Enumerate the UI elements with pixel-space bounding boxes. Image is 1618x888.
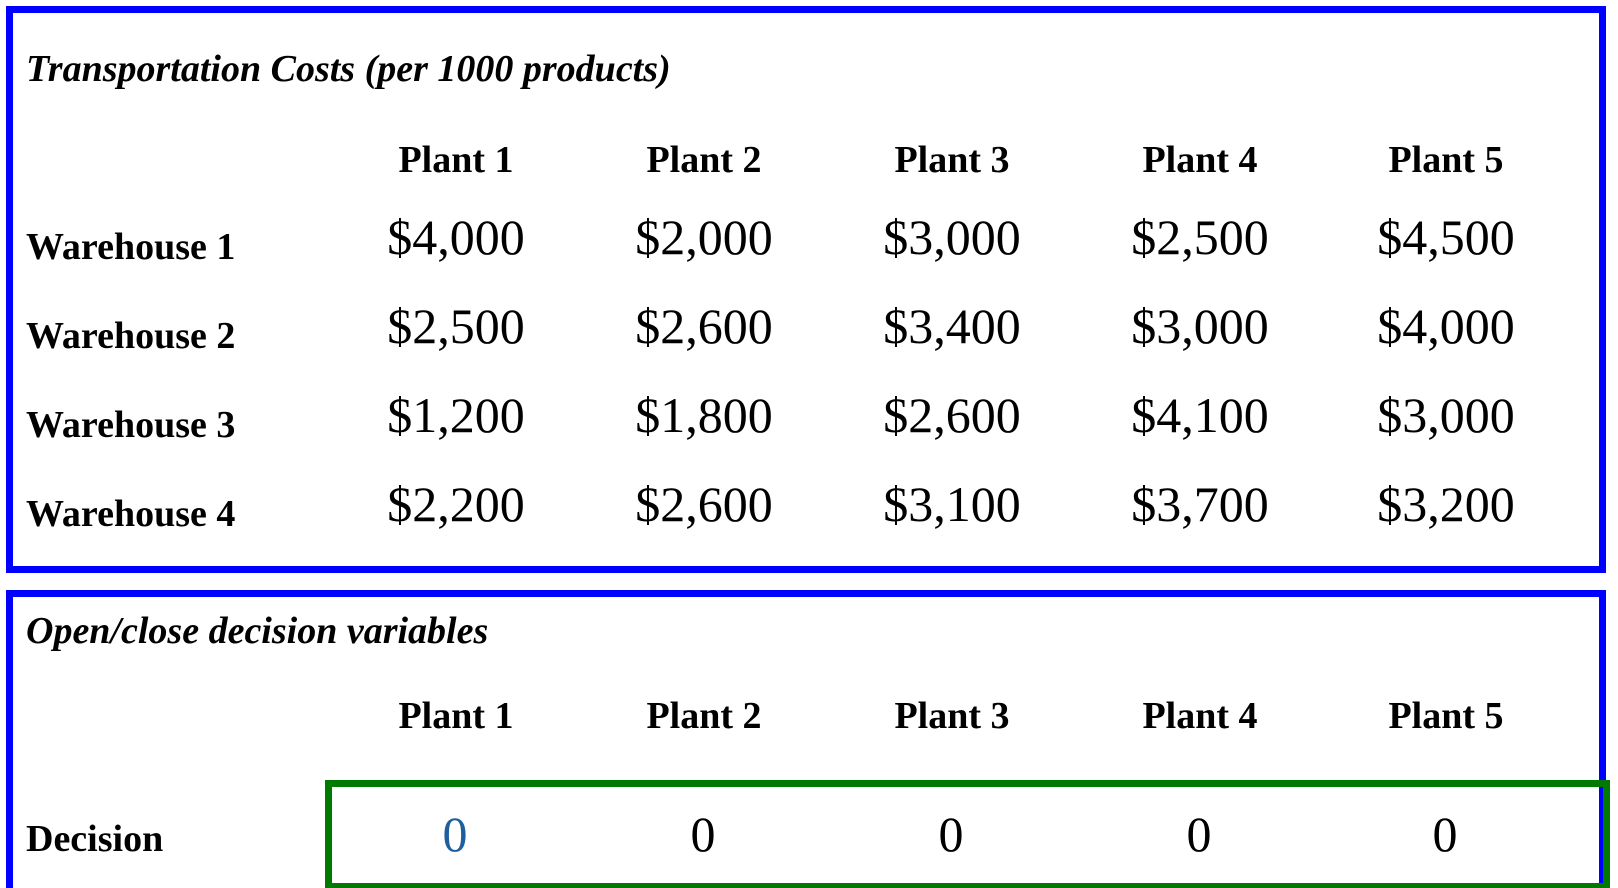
cost-cell-w3-p5[interactable]: $3,000 xyxy=(1377,387,1515,443)
decision-cell-plant-5[interactable]: 0 xyxy=(1432,806,1458,862)
row-label-warehouse-2: Warehouse 2 xyxy=(26,315,236,357)
row-label-warehouse-1: Warehouse 1 xyxy=(26,226,236,268)
cost-cell-w4-p4[interactable]: $3,700 xyxy=(1131,476,1269,532)
costs-row-warehouse-4: Warehouse 4 $2,200 $2,600 $3,100 $3,700 … xyxy=(13,470,1599,560)
cost-cell-w1-p3[interactable]: $3,000 xyxy=(883,209,1021,265)
decision-variables-panel: Open/close decision variables Plant 1 Pl… xyxy=(6,590,1606,888)
cost-cell-w4-p5[interactable]: $3,200 xyxy=(1377,476,1515,532)
cost-cell-w1-p4[interactable]: $2,500 xyxy=(1131,209,1269,265)
cost-cell-w1-p2[interactable]: $2,000 xyxy=(635,209,773,265)
decision-variables-title: Open/close decision variables xyxy=(26,610,489,652)
cost-cell-w4-p1[interactable]: $2,200 xyxy=(387,476,525,532)
row-label-decision: Decision xyxy=(26,818,164,860)
decision-cell-plant-3[interactable]: 0 xyxy=(938,806,964,862)
decision-input-range[interactable]: 0 0 0 0 0 xyxy=(325,780,1610,888)
decision-col-header-plant-4: Plant 4 xyxy=(1142,695,1258,737)
costs-col-header-plant-4: Plant 4 xyxy=(1142,139,1258,181)
decision-col-header-plant-5: Plant 5 xyxy=(1388,695,1504,737)
decision-cell-plant-4[interactable]: 0 xyxy=(1186,806,1212,862)
row-label-warehouse-4: Warehouse 4 xyxy=(26,493,236,535)
cost-cell-w1-p5[interactable]: $4,500 xyxy=(1377,209,1515,265)
decision-col-header-plant-3: Plant 3 xyxy=(894,695,1010,737)
cost-cell-w1-p1[interactable]: $4,000 xyxy=(387,209,525,265)
cost-cell-w3-p4[interactable]: $4,100 xyxy=(1131,387,1269,443)
costs-row-warehouse-1: Warehouse 1 $4,000 $2,000 $3,000 $2,500 … xyxy=(13,203,1599,293)
costs-col-header-plant-3: Plant 3 xyxy=(894,139,1010,181)
costs-row-warehouse-2: Warehouse 2 $2,500 $2,600 $3,400 $3,000 … xyxy=(13,292,1599,382)
decision-col-header-plant-2: Plant 2 xyxy=(646,695,762,737)
cost-cell-w2-p4[interactable]: $3,000 xyxy=(1131,298,1269,354)
decision-cell-plant-1[interactable]: 0 xyxy=(442,806,468,862)
transportation-costs-panel: Transportation Costs (per 1000 products)… xyxy=(6,6,1606,573)
cost-cell-w3-p1[interactable]: $1,200 xyxy=(387,387,525,443)
costs-col-header-plant-1: Plant 1 xyxy=(398,139,514,181)
decision-col-header-plant-1: Plant 1 xyxy=(398,695,514,737)
cost-cell-w2-p5[interactable]: $4,000 xyxy=(1377,298,1515,354)
cost-cell-w2-p2[interactable]: $2,600 xyxy=(635,298,773,354)
cost-cell-w2-p3[interactable]: $3,400 xyxy=(883,298,1021,354)
row-label-warehouse-3: Warehouse 3 xyxy=(26,404,236,446)
cost-cell-w4-p3[interactable]: $3,100 xyxy=(883,476,1021,532)
costs-col-header-plant-2: Plant 2 xyxy=(646,139,762,181)
costs-row-warehouse-3: Warehouse 3 $1,200 $1,800 $2,600 $4,100 … xyxy=(13,381,1599,471)
cost-cell-w4-p2[interactable]: $2,600 xyxy=(635,476,773,532)
costs-col-header-plant-5: Plant 5 xyxy=(1388,139,1504,181)
cost-cell-w3-p3[interactable]: $2,600 xyxy=(883,387,1021,443)
transportation-costs-title: Transportation Costs (per 1000 products) xyxy=(26,48,671,90)
cost-cell-w3-p2[interactable]: $1,800 xyxy=(635,387,773,443)
cost-cell-w2-p1[interactable]: $2,500 xyxy=(387,298,525,354)
decision-cell-plant-2[interactable]: 0 xyxy=(690,806,716,862)
